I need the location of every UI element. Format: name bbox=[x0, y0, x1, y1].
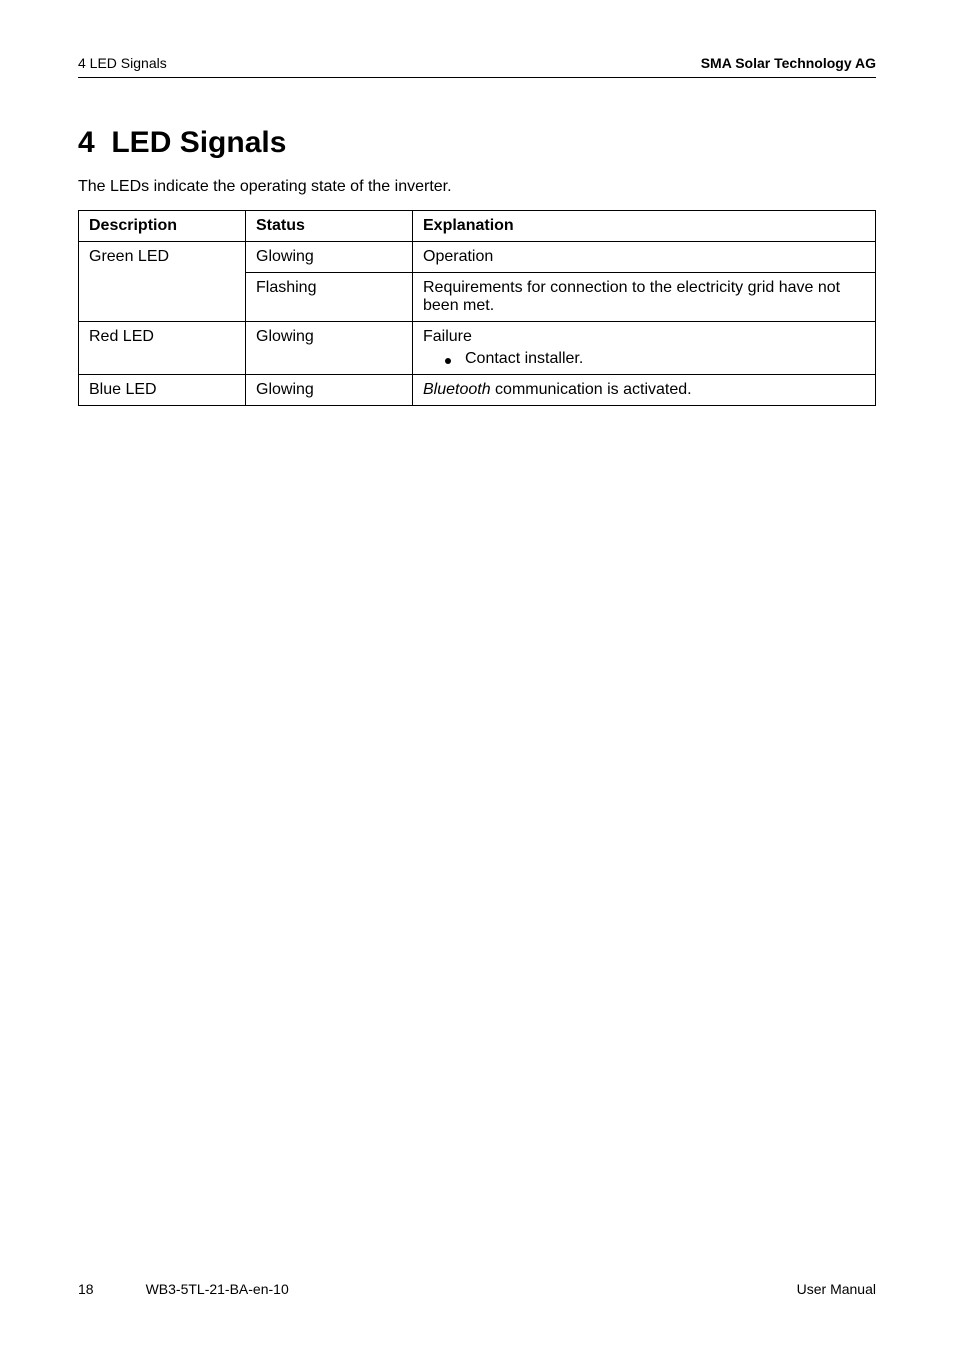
col-header-explanation: Explanation bbox=[413, 211, 876, 242]
cell-explanation: Requirements for connection to the elect… bbox=[413, 273, 876, 322]
cell-status: Glowing bbox=[246, 322, 413, 375]
cell-description: Red LED bbox=[79, 322, 246, 375]
cell-explanation: Bluetooth communication is activated. bbox=[413, 375, 876, 406]
explanation-italic-prefix: Bluetooth bbox=[423, 381, 491, 398]
table-header-row: Description Status Explanation bbox=[79, 211, 876, 242]
table-row: Red LED Glowing Failure Contact installe… bbox=[79, 322, 876, 375]
col-header-status: Status bbox=[246, 211, 413, 242]
section-heading: 4 LED Signals bbox=[78, 126, 876, 160]
footer-left-group: 18 WB3-5TL-21-BA-en-10 bbox=[78, 1281, 289, 1297]
section-title-text: LED Signals bbox=[111, 126, 286, 159]
cell-explanation: Operation bbox=[413, 242, 876, 273]
col-header-description: Description bbox=[79, 211, 246, 242]
explanation-bullet-row: Contact installer. bbox=[423, 350, 865, 368]
header-section-label: 4 LED Signals bbox=[78, 55, 167, 71]
bullet-icon bbox=[445, 358, 451, 364]
table-row: Blue LED Glowing Bluetooth communication… bbox=[79, 375, 876, 406]
header-rule bbox=[78, 77, 876, 78]
section-intro: The LEDs indicate the operating state of… bbox=[78, 178, 876, 196]
section-number: 4 bbox=[78, 126, 95, 159]
page-footer: 18 WB3-5TL-21-BA-en-10 User Manual bbox=[78, 1281, 876, 1297]
cell-explanation: Failure Contact installer. bbox=[413, 322, 876, 375]
cell-status: Glowing bbox=[246, 242, 413, 273]
cell-description: Green LED bbox=[79, 242, 246, 322]
led-signals-table: Description Status Explanation Green LED… bbox=[78, 210, 876, 406]
cell-status: Glowing bbox=[246, 375, 413, 406]
footer-doc-type: User Manual bbox=[797, 1281, 876, 1297]
cell-status: Flashing bbox=[246, 273, 413, 322]
header-company-name: SMA Solar Technology AG bbox=[701, 55, 876, 71]
page-header: 4 LED Signals SMA Solar Technology AG bbox=[78, 55, 876, 71]
cell-description: Blue LED bbox=[79, 375, 246, 406]
explanation-rest: communication is activated. bbox=[491, 381, 692, 398]
table-row: Green LED Glowing Operation bbox=[79, 242, 876, 273]
explanation-text: Failure bbox=[423, 328, 472, 345]
footer-page-number: 18 bbox=[78, 1281, 94, 1297]
bullet-text: Contact installer. bbox=[465, 350, 583, 368]
footer-doc-id: WB3-5TL-21-BA-en-10 bbox=[146, 1281, 289, 1297]
